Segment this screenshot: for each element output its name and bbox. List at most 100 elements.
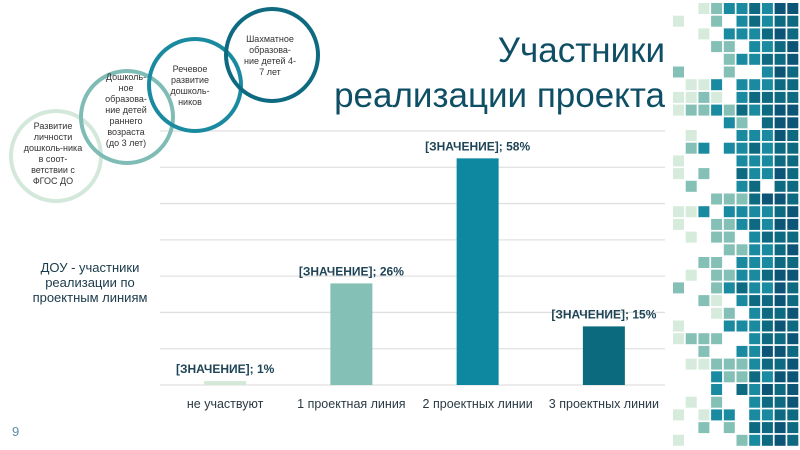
- mosaic-tile: [673, 66, 684, 78]
- mosaic-tile: [749, 15, 761, 27]
- mosaic-tile: [723, 53, 735, 65]
- mosaic-tile: [787, 244, 799, 256]
- bar: [204, 381, 247, 385]
- bar: [456, 158, 499, 385]
- mosaic-tile: [736, 345, 748, 357]
- mosaic-tile: [749, 257, 761, 268]
- mosaic-tile: [685, 333, 697, 345]
- mosaic-tile: [736, 53, 748, 65]
- mosaic-tile: [774, 257, 786, 268]
- mosaic-tile: [761, 358, 773, 370]
- mosaic-tile: [749, 193, 761, 205]
- mosaic-tile: [761, 269, 773, 281]
- mosaic-tile: [698, 104, 710, 116]
- mosaic-tile: [723, 28, 735, 40]
- bar: [330, 283, 373, 385]
- mosaic-tile: [749, 371, 761, 383]
- category-label: 3 проектных линии: [549, 397, 659, 411]
- mosaic-tile: [787, 434, 799, 446]
- mosaic-tile: [774, 244, 786, 256]
- mosaic-tile: [761, 168, 773, 180]
- mosaic-tile: [761, 66, 773, 78]
- mosaic-tile: [711, 396, 723, 408]
- mosaic-tile: [774, 358, 786, 370]
- mosaic-tile: [761, 3, 773, 14]
- mosaic-tile: [749, 180, 761, 192]
- mosaic-tile: [787, 295, 799, 307]
- mosaic-tile: [723, 3, 735, 14]
- mosaic-tile: [698, 422, 710, 434]
- title-line-2: реализации проекта: [334, 76, 665, 115]
- mosaic-tile: [685, 142, 697, 154]
- mosaic-tile: [673, 91, 684, 103]
- data-label: [ЗНАЧЕНИЕ]; 15%: [551, 307, 656, 321]
- mosaic-tile: [736, 28, 748, 40]
- mosaic-tile: [711, 41, 723, 53]
- mosaic-tile: [774, 180, 786, 192]
- mosaic-tile: [711, 371, 723, 383]
- category-label: 2 проектных линии: [423, 397, 533, 411]
- mosaic-tile: [749, 218, 761, 230]
- mosaic-tile: [711, 409, 723, 421]
- mosaic-tile: [749, 104, 761, 116]
- mosaic-tile: [749, 269, 761, 281]
- category-label: не участвуют: [187, 397, 264, 411]
- mosaic-tile: [774, 422, 786, 434]
- mosaic-tile: [787, 130, 799, 141]
- mosaic-tile: [736, 295, 748, 307]
- mosaic-tile: [774, 396, 786, 408]
- mosaic-tile: [698, 345, 710, 357]
- mosaic-tile: [774, 168, 786, 180]
- mosaic-tile: [787, 282, 799, 294]
- mosaic-tile: [774, 41, 786, 53]
- mosaic-tile: [736, 117, 748, 129]
- slide-title: Участники реализации проекта: [334, 28, 665, 118]
- mosaic-tile: [736, 257, 748, 268]
- mosaic-tile: [711, 193, 723, 205]
- mosaic-tile: [774, 384, 786, 395]
- mosaic-tile: [774, 193, 786, 205]
- mosaic-tile: [736, 142, 748, 154]
- mosaic-tile: [787, 269, 799, 281]
- mosaic-tile: [723, 307, 735, 319]
- mosaic-tile: [749, 3, 761, 14]
- mosaic-tile: [787, 142, 799, 154]
- mosaic-tile: [749, 434, 761, 446]
- mosaic-tile: [787, 168, 799, 180]
- mosaic-tile: [761, 53, 773, 65]
- title-line-1: Участники: [497, 31, 665, 70]
- mosaic-tile: [787, 91, 799, 103]
- mosaic-tile: [774, 434, 786, 446]
- mosaic-tile: [736, 282, 748, 294]
- mosaic-tile: [774, 104, 786, 116]
- mosaic-tile: [749, 345, 761, 357]
- mosaic-tile: [774, 142, 786, 154]
- mosaic-tile: [761, 117, 773, 129]
- mosaic-tile: [774, 66, 786, 78]
- mosaic-tile: [736, 434, 748, 446]
- mosaic-tile: [698, 142, 710, 154]
- mosaic-tile: [685, 91, 697, 103]
- mosaic-tile: [787, 320, 799, 332]
- mosaic-tile: [749, 422, 761, 434]
- mosaic-tile: [761, 193, 773, 205]
- mosaic-tile: [749, 396, 761, 408]
- mosaic-tile: [761, 104, 773, 116]
- mosaic-tile: [787, 53, 799, 65]
- mosaic-tile: [761, 320, 773, 332]
- mosaic-tile: [711, 384, 723, 395]
- mosaic-tile: [723, 66, 735, 78]
- mosaic-tile: [749, 142, 761, 154]
- mosaic-tile: [761, 295, 773, 307]
- mosaic-tile: [787, 358, 799, 370]
- mosaic-tile: [787, 333, 799, 345]
- mosaic-tile: [774, 345, 786, 357]
- mosaic-tile: [698, 333, 710, 345]
- mosaic-tile: [774, 155, 786, 167]
- bar: [582, 326, 625, 385]
- side-label: ДОУ - участники реализации по проектным …: [32, 260, 148, 305]
- mosaic-tile: [761, 41, 773, 53]
- mosaic-tile: [774, 53, 786, 65]
- data-label: [ЗНАЧЕНИЕ]; 1%: [176, 362, 275, 376]
- mosaic-tile: [787, 422, 799, 434]
